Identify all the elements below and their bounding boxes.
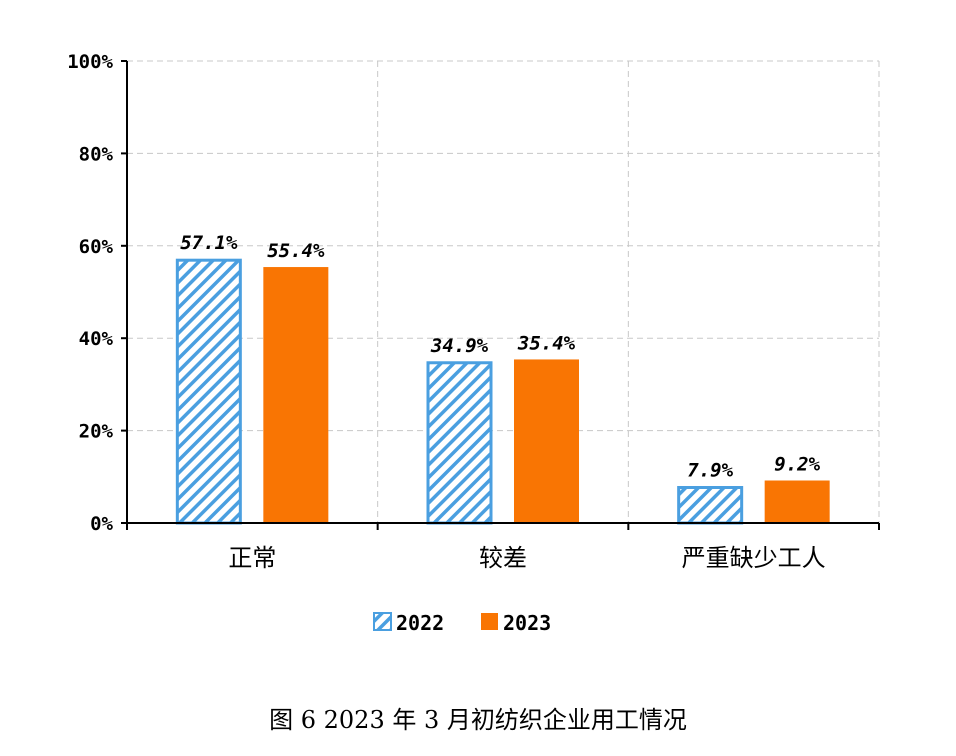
bar-2023-2 [514,359,579,523]
legend-swatch-2023 [481,613,498,630]
bar-2022-2 [426,361,493,525]
x-tick-label: 正常 [228,544,276,572]
y-tick-label: 80% [79,143,114,165]
bar-2022-3 [677,486,744,525]
figure-caption: 图 6 2023 年 3 月初纺织企业用工情况 [269,706,687,734]
legend-label-2023: 2023 [503,611,551,635]
legend-swatch-2022 [373,612,392,631]
axes: 0% 20% 40% 60% 80% 100% 正常 较差 严重缺少工人 [67,51,880,572]
x-tick-label: 严重缺少工人 [682,544,826,572]
y-tick-label: 20% [79,421,114,443]
x-tick-label: 较差 [479,544,527,572]
data-labels: 57.1% 55.4% 34.9% 35.4% 7.9% 9.2% [180,232,820,481]
bars [175,258,830,525]
bar-chart: 0% 20% 40% 60% 80% 100% 正常 较差 严重缺少工人 57.1% 55.4% 3… [67,51,880,635]
data-label-2022-3: 7.9% [687,460,733,482]
data-label-2023-1: 55.4% [267,240,325,262]
data-label-2023-2: 35.4% [517,332,576,354]
data-label-2023-3: 9.2% [774,453,820,475]
y-tick-label: 100% [67,51,113,73]
legend-label-2022: 2022 [396,611,444,635]
gridlines [127,60,880,523]
y-tick-label: 0% [90,513,113,535]
y-tick-label: 60% [79,236,114,258]
bar-2023-1 [263,267,329,523]
bar-2023-3 [764,480,830,523]
data-label-2022-1: 57.1% [180,232,238,254]
bar-2022-1 [175,258,242,525]
legend: 2022 2023 [373,611,551,635]
y-tick-label: 40% [79,328,114,350]
data-label-2022-2: 34.9% [430,335,489,357]
